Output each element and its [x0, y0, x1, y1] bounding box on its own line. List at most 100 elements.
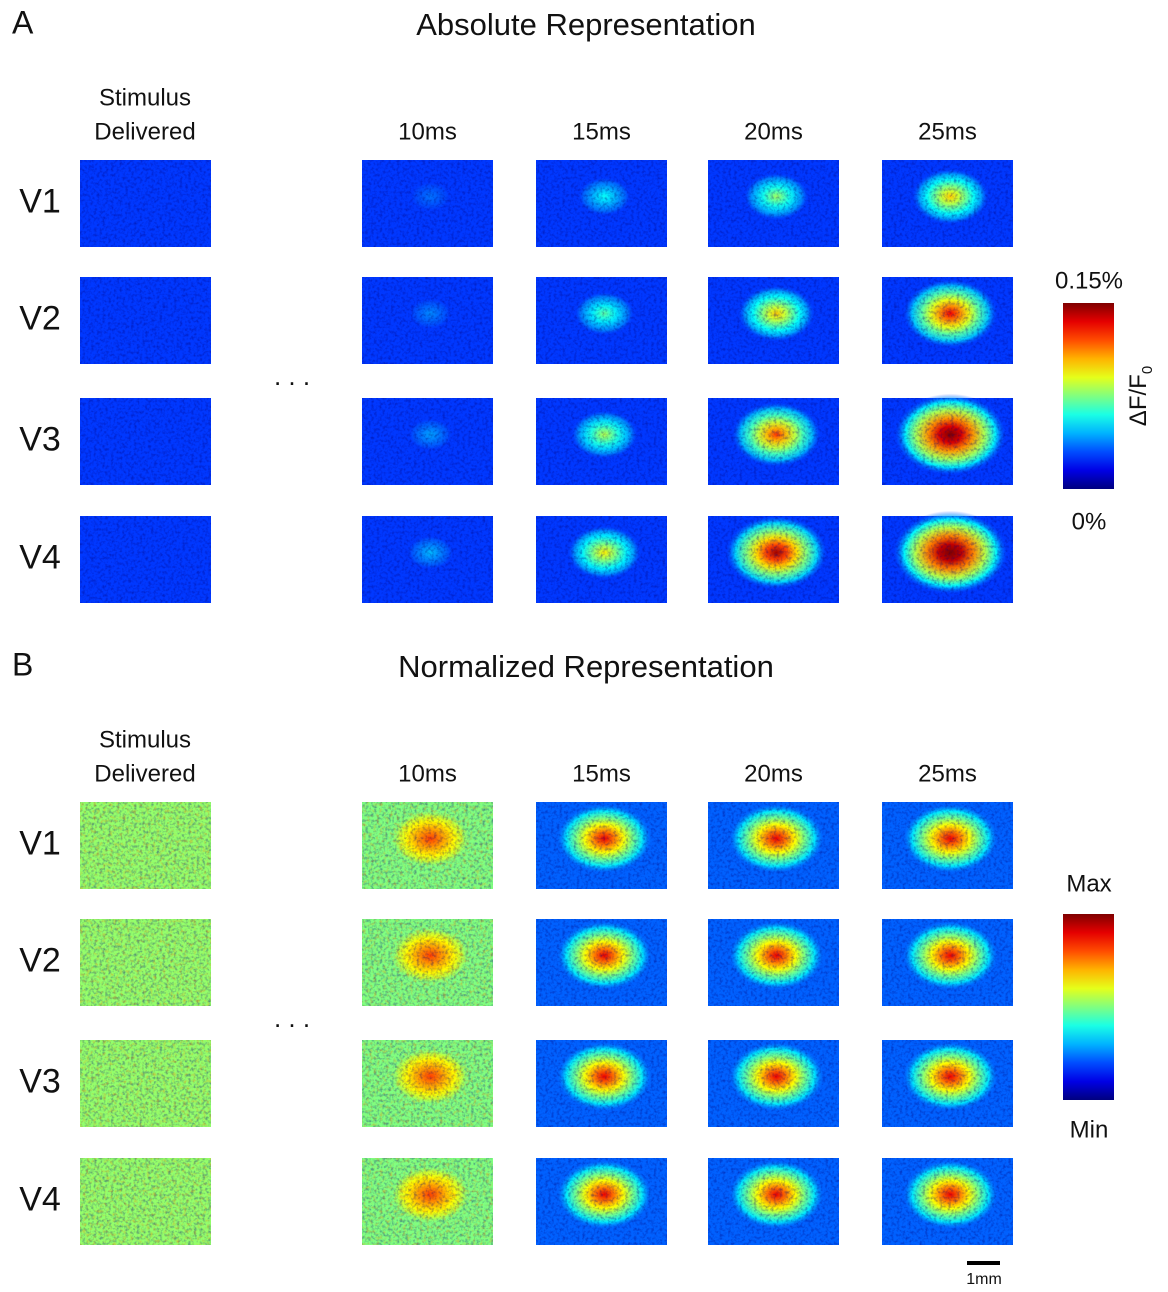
- speckle-noise: [536, 277, 667, 364]
- heatmap-image: [529, 1148, 673, 1252]
- panel-title: Absolute Representation: [416, 7, 756, 42]
- column-header: 15ms: [572, 760, 631, 787]
- heatmap-image: [355, 792, 499, 896]
- speckle-noise: [882, 277, 1013, 364]
- ellipsis: . . .: [274, 361, 310, 391]
- heatmap-image: [529, 792, 673, 896]
- row-label: V4: [19, 1180, 61, 1218]
- heatmap-image: [355, 1030, 499, 1134]
- heatmap-image: [701, 506, 845, 610]
- heatmap-image: [875, 506, 1019, 610]
- column-header: 10ms: [398, 118, 457, 145]
- stimulus-header: Stimulus: [99, 84, 191, 111]
- heatmap-image: [875, 1148, 1019, 1252]
- heatmap-image: [701, 150, 845, 254]
- heatmap-image: [355, 267, 499, 371]
- speckle-noise: [536, 516, 667, 603]
- row-label: V1: [19, 824, 61, 862]
- heatmap-image: [701, 909, 845, 1013]
- column-header: 25ms: [918, 760, 977, 787]
- speckle-noise: [882, 1158, 1013, 1245]
- row-label: V1: [19, 182, 61, 220]
- speckle-noise: [536, 802, 667, 889]
- row-label: V3: [19, 1062, 61, 1100]
- heatmap-image: [701, 1148, 845, 1252]
- speckle-noise: [882, 160, 1013, 247]
- speckle-warm: [362, 802, 493, 889]
- heatmap-image: [80, 1040, 211, 1127]
- speckle-noise: [536, 398, 667, 485]
- heatmap-image: [875, 267, 1019, 371]
- heatmap-image: [875, 388, 1019, 492]
- speckle-warm: [80, 919, 211, 1006]
- speckle-noise: [882, 802, 1013, 889]
- stimulus-header: Delivered: [94, 118, 195, 145]
- heatmap-image: [529, 388, 673, 492]
- speckle-warm: [362, 919, 493, 1006]
- speckle-noise: [80, 516, 211, 603]
- stimulus-header: Stimulus: [99, 726, 191, 753]
- row-label: V2: [19, 941, 61, 979]
- heatmap-image: [529, 1030, 673, 1134]
- panel-label: A: [12, 4, 34, 40]
- speckle-noise: [362, 160, 493, 247]
- speckle-noise: [708, 1158, 839, 1245]
- row-label: V2: [19, 299, 61, 337]
- heatmap-image: [80, 802, 211, 889]
- speckle-warm: [80, 1158, 211, 1245]
- speckle-noise: [708, 516, 839, 603]
- colorbar: [1063, 914, 1114, 1100]
- speckle-warm: [362, 1158, 493, 1245]
- speckle-noise: [708, 160, 839, 247]
- colorbar-max: 0.15%: [1055, 267, 1123, 294]
- heatmap-image: [701, 267, 845, 371]
- scale-bar-label: 1mm: [966, 1271, 1002, 1288]
- heatmap-image: [529, 909, 673, 1013]
- speckle-noise: [362, 516, 493, 603]
- speckle-noise: [708, 277, 839, 364]
- column-header: 25ms: [918, 118, 977, 145]
- speckle-noise: [362, 398, 493, 485]
- colorbar: [1063, 303, 1114, 489]
- panel-title: Normalized Representation: [398, 649, 774, 684]
- heatmap-image: [355, 388, 499, 492]
- speckle-noise: [882, 516, 1013, 603]
- speckle-noise: [536, 1040, 667, 1127]
- speckle-warm: [80, 1040, 211, 1127]
- heatmap-image: [80, 160, 211, 247]
- speckle-noise: [536, 160, 667, 247]
- heatmap-image: [875, 792, 1019, 896]
- heatmap-image: [529, 506, 673, 610]
- speckle-noise: [80, 398, 211, 485]
- row-label: V3: [19, 420, 61, 458]
- column-header: 20ms: [744, 760, 803, 787]
- speckle-noise: [362, 277, 493, 364]
- speckle-noise: [708, 919, 839, 1006]
- heatmap-image: [80, 277, 211, 364]
- heatmap-image: [701, 388, 845, 492]
- heatmap-image: [701, 792, 845, 896]
- ellipsis: . . .: [274, 1003, 310, 1033]
- colorbar-min: 0%: [1072, 508, 1107, 535]
- speckle-noise: [882, 1040, 1013, 1127]
- figure: A Absolute Representation Stimulus Delivere…: [0, 0, 1168, 1292]
- heatmap-image: [529, 267, 673, 371]
- heatmap-image: [80, 398, 211, 485]
- heatmap-image: [875, 1030, 1019, 1134]
- column-header: 15ms: [572, 118, 631, 145]
- heatmap-image: [355, 909, 499, 1013]
- speckle-noise: [708, 802, 839, 889]
- speckle-noise: [80, 277, 211, 364]
- panel-label: B: [12, 646, 33, 682]
- colorbar-max: Max: [1066, 870, 1111, 897]
- heatmap-image: [355, 150, 499, 254]
- column-header: 20ms: [744, 118, 803, 145]
- speckle-warm: [362, 1040, 493, 1127]
- speckle-noise: [882, 398, 1013, 485]
- heatmap-image: [80, 516, 211, 603]
- colorbar-axis-label: ΔF/F0: [1125, 366, 1156, 426]
- heatmap-image: [875, 150, 1019, 254]
- heatmap-image: [529, 150, 673, 254]
- stimulus-header: Delivered: [94, 760, 195, 787]
- speckle-noise: [708, 398, 839, 485]
